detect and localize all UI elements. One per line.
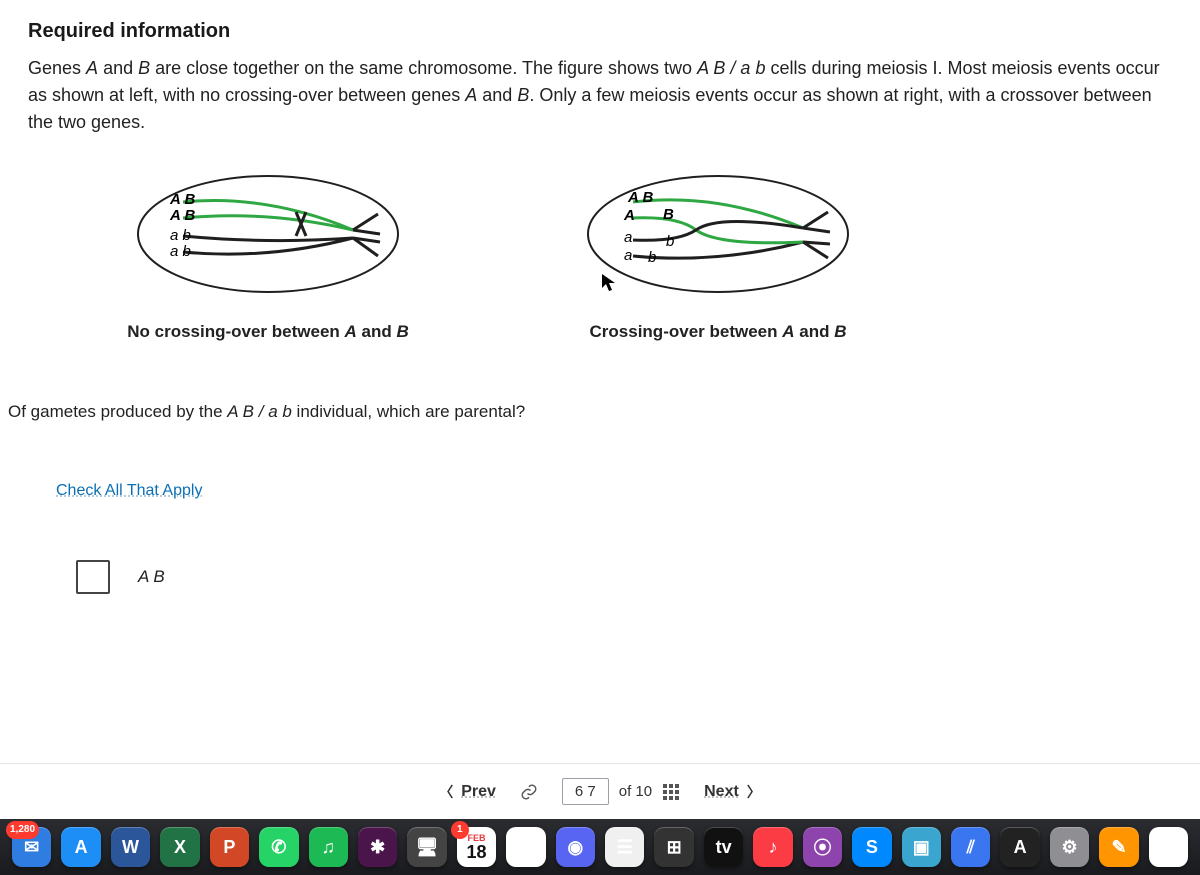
display-icon[interactable]: 🖥 bbox=[407, 827, 446, 867]
svg-text:a b: a b bbox=[170, 227, 191, 244]
svg-text:b: b bbox=[666, 233, 674, 250]
svg-text:B: B bbox=[663, 206, 674, 223]
figure-crossover: A B A B a b a b Crossing-over between A … bbox=[538, 164, 898, 342]
calculator-icon[interactable]: ⊞ bbox=[654, 827, 693, 867]
powerpoint-icon[interactable]: P bbox=[210, 827, 249, 867]
spotify-icon[interactable]: ♫ bbox=[309, 827, 348, 867]
cell-diagram-right: A B A B a b a b bbox=[578, 164, 858, 304]
svg-text:a: a bbox=[624, 229, 632, 246]
next-button[interactable]: Next 〉 bbox=[704, 782, 761, 802]
slack-icon[interactable]: ✱ bbox=[358, 827, 397, 867]
dock: ✉1,280AWXP✆♫✱🖥FEB181❀◉☰⊞tv♪⦿S▣⫽A⚙✎◯ bbox=[0, 819, 1200, 875]
figure-no-crossover: A B A B a b a b No crossing-over between… bbox=[88, 164, 448, 342]
question-nav: 〈 Prev 6 7 of 10 Next 〉 bbox=[0, 763, 1200, 819]
cal-day: 18 bbox=[466, 843, 486, 861]
dock-badge: 1,280 bbox=[6, 821, 39, 839]
cell-diagram-left: A B A B a b a b bbox=[128, 164, 408, 304]
appletv-icon[interactable]: tv bbox=[704, 827, 743, 867]
screens-icon[interactable]: ▣ bbox=[902, 827, 941, 867]
notes-icon[interactable]: ✎ bbox=[1099, 827, 1138, 867]
dock-badge: 1 bbox=[451, 821, 469, 839]
word-icon[interactable]: W bbox=[111, 827, 150, 867]
next-label: Next bbox=[704, 783, 739, 801]
option-label-ab: A B bbox=[138, 567, 165, 587]
chevron-right-icon: 〉 bbox=[747, 782, 761, 802]
shazam-icon[interactable]: S bbox=[852, 827, 891, 867]
podcast-icon[interactable]: ⦿ bbox=[803, 827, 842, 867]
svg-text:a: a bbox=[624, 247, 632, 264]
prev-button[interactable]: 〈 Prev bbox=[439, 782, 496, 802]
question-text: Of gametes produced by the A B / a b ind… bbox=[8, 402, 1172, 422]
discord-icon[interactable]: ◉ bbox=[556, 827, 595, 867]
page-range: 6 7 bbox=[562, 778, 609, 805]
check-all-instruction: Check All That Apply bbox=[56, 482, 202, 500]
svg-text:A B: A B bbox=[169, 191, 195, 208]
page-total: of 10 bbox=[619, 783, 652, 800]
calendar-icon[interactable]: FEB181 bbox=[457, 827, 496, 867]
prev-label: Prev bbox=[461, 783, 496, 801]
svg-text:A B: A B bbox=[169, 207, 195, 224]
signal-icon[interactable]: ⫽ bbox=[951, 827, 990, 867]
passage-text: Genes A and B are close together on the … bbox=[28, 55, 1172, 136]
question-panel: Required information Genes A and B are c… bbox=[0, 0, 1200, 820]
excel-icon[interactable]: X bbox=[160, 827, 199, 867]
svg-text:A: A bbox=[623, 207, 635, 224]
grid-icon[interactable] bbox=[662, 783, 680, 801]
photos-icon[interactable]: ❀ bbox=[506, 827, 545, 867]
page-indicator: 6 7 of 10 bbox=[562, 778, 680, 805]
svg-text:A B: A B bbox=[627, 189, 653, 206]
whatsapp-icon[interactable]: ✆ bbox=[259, 827, 298, 867]
mail-icon[interactable]: ✉1,280 bbox=[12, 827, 51, 867]
link-icon bbox=[520, 783, 538, 801]
font-icon[interactable]: A bbox=[1000, 827, 1039, 867]
chevron-left-icon: 〈 bbox=[439, 782, 453, 802]
option-row: A B bbox=[56, 560, 1172, 594]
option-checkbox-ab[interactable] bbox=[76, 560, 110, 594]
chrome-icon[interactable]: ◯ bbox=[1149, 827, 1188, 867]
svg-text:a b: a b bbox=[170, 243, 191, 260]
caption-left: No crossing-over between A and B bbox=[88, 322, 448, 342]
app-store-icon[interactable]: A bbox=[61, 827, 100, 867]
caption-right: Crossing-over between A and B bbox=[538, 322, 898, 342]
section-heading: Required information bbox=[28, 20, 1172, 43]
figure-row: A B A B a b a b No crossing-over between… bbox=[28, 164, 1172, 342]
svg-text:b: b bbox=[648, 249, 656, 266]
settings-icon[interactable]: ⚙ bbox=[1050, 827, 1089, 867]
finder-icon[interactable]: ☰ bbox=[605, 827, 644, 867]
music-icon[interactable]: ♪ bbox=[753, 827, 792, 867]
